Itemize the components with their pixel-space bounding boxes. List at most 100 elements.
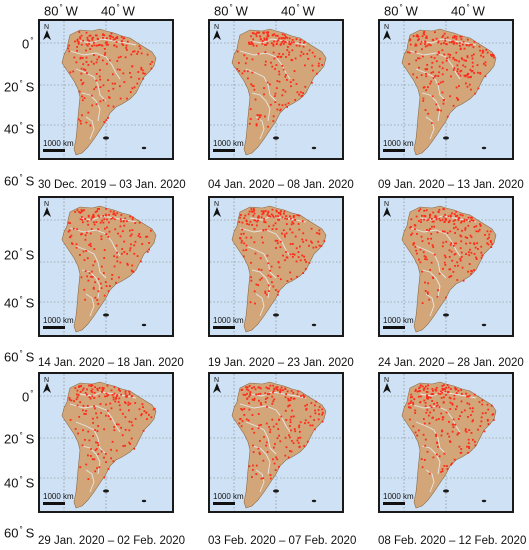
fire-point (286, 106, 288, 108)
fire-point (443, 254, 446, 257)
fire-point (437, 418, 440, 420)
fire-point (95, 44, 98, 47)
fire-point (272, 120, 275, 122)
panel-date-range: 08 Feb. 2020 – 12 Feb. 2020 (378, 535, 527, 547)
fire-point (435, 418, 438, 421)
fire-point (414, 44, 417, 47)
fire-point (468, 403, 471, 406)
fire-point (451, 40, 453, 43)
fire-point (454, 408, 457, 411)
fire-point (140, 66, 143, 69)
south-america-landmass (401, 28, 497, 156)
fire-point (116, 251, 118, 254)
fire-point (423, 215, 426, 217)
south-america-landmass (61, 381, 157, 509)
fire-point (134, 402, 137, 404)
fire-point (415, 59, 418, 62)
fire-point (89, 48, 92, 50)
fire-point (443, 261, 446, 264)
fire-point (461, 58, 464, 61)
fire-point (124, 401, 126, 404)
fire-point (273, 387, 275, 390)
fire-point (80, 67, 83, 70)
fire-point (446, 43, 448, 46)
fire-point (438, 208, 441, 211)
fire-point (96, 430, 99, 432)
fire-point (136, 53, 138, 55)
fire-point (445, 59, 448, 62)
map-panel: N 1000 km (38, 372, 174, 513)
fire-point (431, 61, 434, 64)
fire-point (243, 217, 246, 220)
fire-point (449, 54, 451, 56)
fire-point (262, 477, 265, 480)
fire-point (267, 125, 269, 128)
fire-point (284, 409, 287, 412)
fire-point (131, 395, 133, 397)
fire-point (450, 41, 453, 44)
fire-point (78, 90, 81, 93)
fire-point (449, 243, 452, 246)
fire-point (444, 39, 447, 42)
fire-point (107, 235, 110, 238)
fire-point (289, 215, 291, 218)
fire-point (240, 214, 242, 216)
fire-point (440, 42, 443, 45)
fire-point (455, 35, 458, 38)
fire-point (105, 392, 108, 395)
fire-point (275, 247, 277, 249)
fire-point (278, 52, 281, 55)
fire-point (481, 399, 484, 402)
fire-point (82, 387, 85, 390)
fire-point (271, 214, 274, 217)
fire-point (419, 261, 422, 264)
fire-point (245, 386, 247, 388)
fire-point (115, 397, 117, 399)
fire-point (113, 212, 116, 215)
fire-point (123, 251, 126, 253)
fire-point (240, 389, 243, 391)
fire-point (81, 83, 84, 86)
fire-point (111, 274, 114, 276)
fire-point (453, 223, 456, 225)
fire-point (435, 37, 438, 40)
fire-point (98, 395, 101, 398)
fire-point (261, 236, 263, 239)
fire-point (122, 44, 125, 46)
fire-point (265, 422, 268, 425)
fire-point (312, 69, 314, 72)
fire-point (131, 216, 134, 219)
fire-point (473, 72, 475, 74)
map-svg: N (380, 21, 512, 158)
fire-point (114, 400, 117, 403)
fire-point (268, 290, 270, 292)
fire-point (480, 256, 483, 259)
fire-point (433, 75, 436, 78)
fire-point (88, 272, 91, 274)
fire-point (148, 414, 150, 416)
fire-point (87, 64, 90, 66)
fire-point (468, 447, 471, 449)
fire-point (292, 392, 295, 394)
fire-point (419, 208, 422, 211)
fire-point (112, 87, 115, 90)
fire-point (425, 209, 428, 212)
fire-point (435, 60, 438, 63)
country-borders (409, 38, 477, 140)
fire-point (424, 109, 427, 111)
fire-point (90, 455, 92, 457)
fire-point (108, 59, 111, 62)
falkland-islands (443, 489, 449, 493)
fire-point (121, 252, 123, 255)
fire-point (265, 43, 268, 46)
fire-point (425, 75, 428, 78)
fire-point (131, 218, 134, 221)
fire-point (474, 444, 477, 447)
fire-point (272, 390, 275, 392)
fire-point (469, 242, 472, 244)
fire-point (259, 257, 262, 260)
fire-point (70, 234, 73, 237)
fire-point (263, 93, 265, 96)
fire-point (460, 448, 463, 450)
fire-point (459, 451, 462, 454)
